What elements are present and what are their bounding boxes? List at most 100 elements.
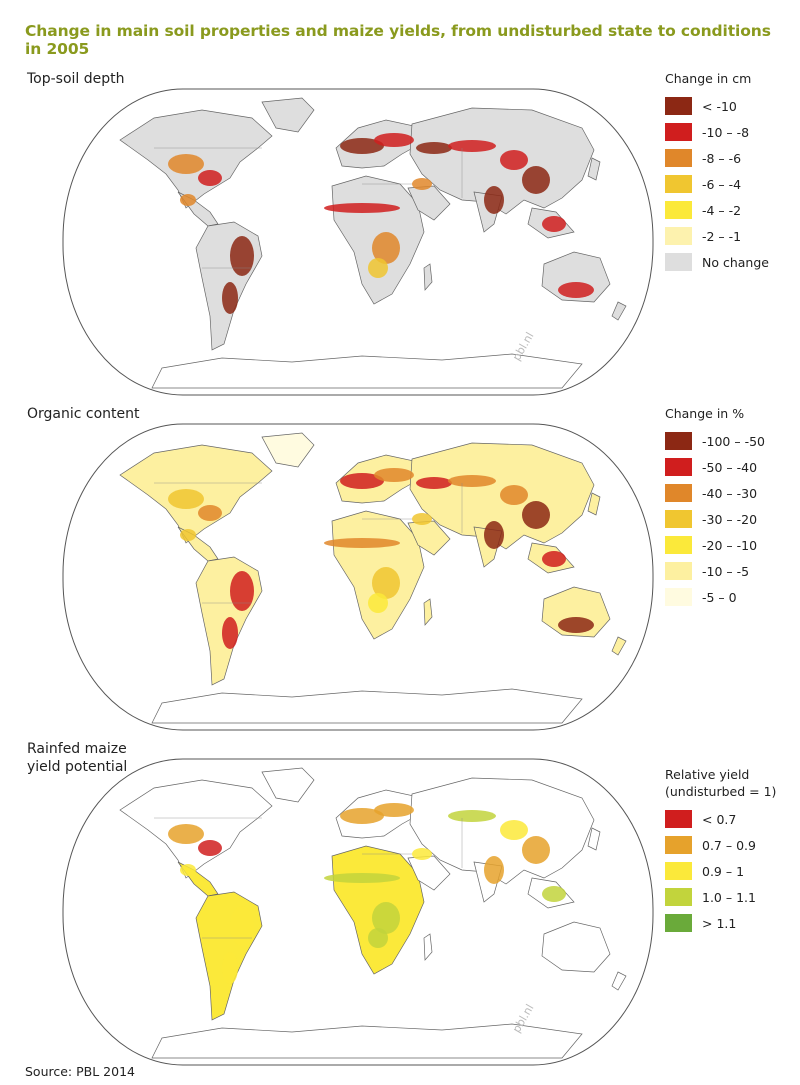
legend-swatch <box>665 201 692 219</box>
legend-swatch <box>665 97 692 115</box>
legend-swatch <box>665 914 692 932</box>
panel-title-organic: Organic content <box>27 406 140 422</box>
change-region <box>324 203 400 213</box>
legend-swatch <box>665 149 692 167</box>
legend-label: -10 – -8 <box>702 124 750 140</box>
change-region <box>448 475 496 487</box>
land-layer <box>119 432 627 724</box>
change-region <box>522 166 550 194</box>
legend-title-topsoil: Change in cm <box>665 71 752 86</box>
change-region <box>500 485 528 505</box>
legend-label: -20 – -10 <box>702 537 758 553</box>
page-title: Change in main soil properties and maize… <box>25 22 771 58</box>
legend-item: 0.9 – 1 <box>665 858 795 884</box>
legend-swatch <box>665 458 692 476</box>
change-region <box>198 505 222 521</box>
world-map-organic <box>62 423 654 731</box>
change-region <box>500 820 528 840</box>
legend-label: -30 – -20 <box>702 511 758 527</box>
legend-item: 0.7 – 0.9 <box>665 832 795 858</box>
legend-item: -50 – -40 <box>665 454 795 480</box>
land-australia <box>541 921 611 973</box>
change-region <box>180 529 196 541</box>
change-region <box>222 282 238 314</box>
world-map-topsoil <box>62 88 654 396</box>
legend-label: -2 – -1 <box>702 228 742 244</box>
change-region <box>372 567 400 599</box>
change-region <box>340 473 384 489</box>
change-region <box>374 133 414 147</box>
legend-swatch <box>665 484 692 502</box>
land-antarctica <box>151 1023 583 1059</box>
change-region <box>222 952 238 984</box>
legend-item: -10 – -5 <box>665 558 795 584</box>
change-region <box>324 538 400 548</box>
legend-label: -4 – -2 <box>702 202 742 218</box>
legend-swatch <box>665 510 692 528</box>
land-japan <box>587 827 601 851</box>
change-region <box>558 617 594 633</box>
legend-label: 1.0 – 1.1 <box>702 889 756 905</box>
legend-label: 0.7 – 0.9 <box>702 837 756 853</box>
world-map-maize <box>62 758 654 1066</box>
change-region <box>500 150 528 170</box>
change-region <box>542 551 566 567</box>
change-region <box>198 840 222 856</box>
change-region <box>230 236 254 276</box>
change-region <box>542 886 566 902</box>
change-region <box>374 803 414 817</box>
legend-swatch <box>665 227 692 245</box>
legend-label: < -10 <box>702 98 737 114</box>
legend-item: -8 – -6 <box>665 145 795 171</box>
panel-title-maize: Rainfed maize yield potential <box>27 741 128 775</box>
change-region <box>448 140 496 152</box>
legend-item: < -10 <box>665 93 795 119</box>
panel-organic: Organic content Change in % -100 – -50 -5… <box>0 405 800 735</box>
legend-maize: Relative yield (undisturbed = 1) < 0.7 0.… <box>665 766 795 936</box>
legend-label: < 0.7 <box>702 811 737 827</box>
legend-title-maize: Relative yield (undisturbed = 1) <box>665 767 777 799</box>
land-greenland <box>261 432 315 468</box>
legend-swatch <box>665 588 692 606</box>
legend-label: -10 – -5 <box>702 563 750 579</box>
legend-label: No change <box>702 254 769 270</box>
change-region <box>372 902 400 934</box>
panel-maize: Rainfed maize yield potential pbl.nl Rel… <box>0 740 800 1066</box>
land-madagascar <box>423 263 433 291</box>
change-region <box>324 873 400 883</box>
change-region <box>368 593 388 613</box>
legend-topsoil: Change in cm < -10 -10 – -8 -8 – -6 -6 – -4… <box>665 70 795 275</box>
change-region <box>168 154 204 174</box>
legend-swatch <box>665 175 692 193</box>
panel-topsoil: Top-soil depth pbl.nl Change in cm < -10… <box>0 70 800 400</box>
legend-item: > 1.1 <box>665 910 795 936</box>
change-region <box>416 477 452 489</box>
land-greenland <box>261 767 315 803</box>
legend-label: 0.9 – 1 <box>702 863 745 879</box>
legend-label: -8 – -6 <box>702 150 742 166</box>
land-madagascar <box>423 933 433 961</box>
land-japan <box>587 492 601 516</box>
legend-label: -40 – -30 <box>702 485 758 501</box>
land-new-zealand <box>611 636 627 656</box>
legend-item: -40 – -30 <box>665 480 795 506</box>
legend-swatch <box>665 253 692 271</box>
change-region <box>522 501 550 529</box>
legend-swatch <box>665 432 692 450</box>
legend-swatch <box>665 536 692 554</box>
change-region <box>180 194 196 206</box>
legend-swatch <box>665 123 692 141</box>
land-madagascar <box>423 598 433 626</box>
legend-swatch <box>665 862 692 880</box>
land-layer <box>119 767 627 1059</box>
legend-item: -2 – -1 <box>665 223 795 249</box>
land-japan <box>587 157 601 181</box>
change-region <box>368 928 388 948</box>
change-region <box>372 232 400 264</box>
change-region <box>340 808 384 824</box>
change-region <box>412 848 432 860</box>
change-region <box>230 571 254 611</box>
land-antarctica <box>151 688 583 724</box>
change-region <box>558 282 594 298</box>
legend-swatch <box>665 836 692 854</box>
